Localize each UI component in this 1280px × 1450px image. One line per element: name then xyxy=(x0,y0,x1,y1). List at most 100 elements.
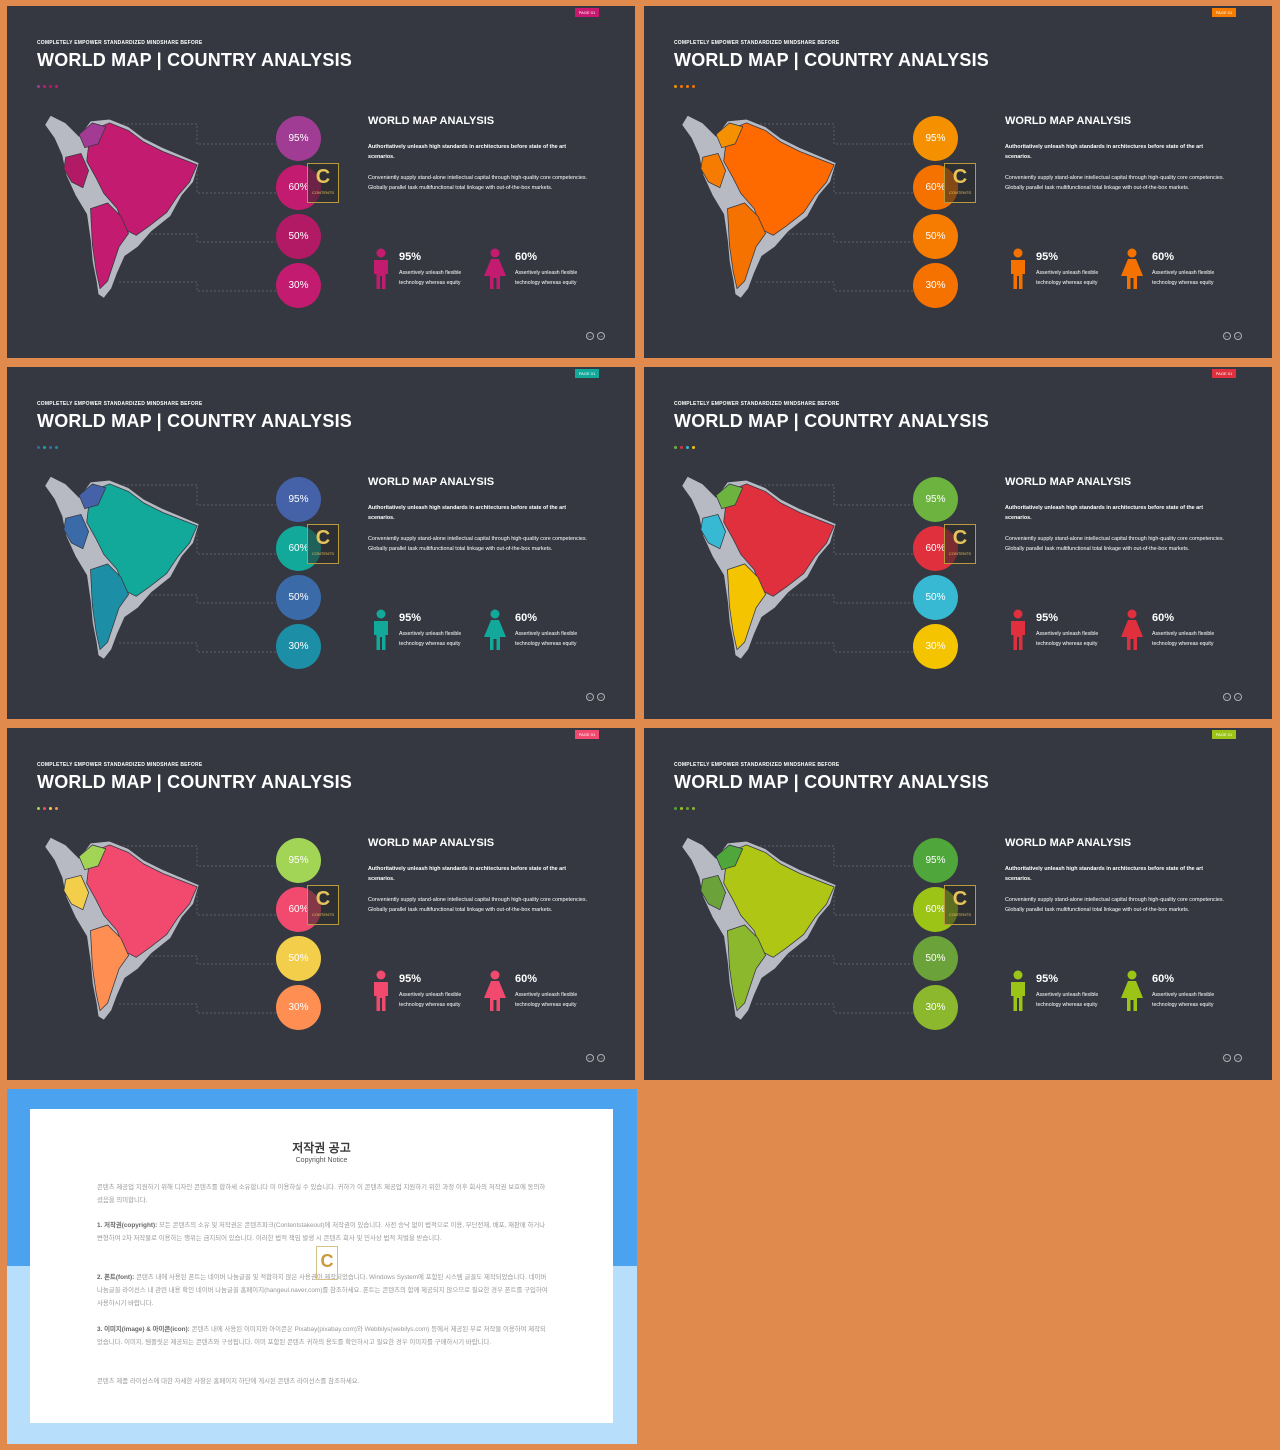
south-america-map xyxy=(44,836,200,1021)
south-america-map xyxy=(681,114,837,299)
decor-dot xyxy=(55,85,58,88)
next-arrow-icon[interactable]: → xyxy=(1234,332,1242,340)
notice-paragraph-head: 1. 저작권(copyright): xyxy=(97,1222,160,1229)
decor-dot xyxy=(686,446,689,449)
stat-percentage: 95% xyxy=(1036,251,1059,263)
map-region-west xyxy=(700,152,727,189)
connector-line xyxy=(107,845,276,867)
next-arrow-icon[interactable]: → xyxy=(597,332,605,340)
percentage-circle: 95% xyxy=(913,477,958,522)
decor-dot xyxy=(43,807,46,810)
connector-line xyxy=(115,594,276,604)
notice-title: 저작권 공고 xyxy=(292,1141,351,1155)
watermark-logo: C CONTENTS xyxy=(307,524,339,564)
decor-dot xyxy=(686,807,689,810)
percentage-circle: 95% xyxy=(913,116,958,161)
stat-percentage: 60% xyxy=(1152,973,1175,985)
percentage-circle: 50% xyxy=(276,575,321,620)
watermark-logo-text: CONTENTS xyxy=(949,551,971,556)
stat-description: Assertively unleash flexible technology … xyxy=(515,631,578,647)
next-arrow-icon[interactable]: → xyxy=(1234,1054,1242,1062)
connector-lines xyxy=(744,123,913,292)
slide-nav: ← → xyxy=(586,332,605,340)
percentage-circle: 50% xyxy=(913,575,958,620)
slide-nav: ← → xyxy=(1223,1054,1242,1062)
decor-dot xyxy=(680,446,683,449)
stat-description: Assertively unleash flexible technology … xyxy=(1152,992,1215,1008)
prev-arrow-icon[interactable]: ← xyxy=(586,693,594,701)
watermark-logo-text: CONTENTS xyxy=(312,190,334,195)
stat-description: Assertively unleash flexible technology … xyxy=(1152,270,1215,286)
map-region-south xyxy=(727,924,767,1012)
stat-description: Assertively unleash flexible technology … xyxy=(515,270,578,286)
percentage-circle: 95% xyxy=(913,838,958,883)
notice-paragraph-text: 콘텐츠 내에 사용된 이미지와 아이콘은 Pixabay(pixabay.com… xyxy=(97,1326,546,1346)
connector-lines xyxy=(107,123,276,292)
slide-nav: ← → xyxy=(1223,693,1242,701)
slide-title: WORLD MAP | COUNTRY ANALYSIS xyxy=(37,50,352,70)
watermark-logo-letter: C xyxy=(952,888,968,910)
prev-arrow-icon[interactable]: ← xyxy=(1223,1054,1231,1062)
section-bold-text: Authoritatively unleash high standards i… xyxy=(1005,144,1203,160)
map-region-south xyxy=(90,924,130,1012)
notice-paragraph-license: 콘텐츠 제품 라이선스에 대한 자세한 사항은 홈페이지 하단에 게시된 콘텐츠… xyxy=(97,1375,549,1388)
world-map-slide: PAGE 01 COMPLETELY EMPOWER STANDARDIZED … xyxy=(7,6,635,358)
copyright-notice-slide: 저작권 공고 Copyright Notice 콘텐츠 제공업 지원하기 위해 … xyxy=(7,1089,637,1444)
watermark-logo: C CONTENTS xyxy=(944,163,976,203)
connector-line xyxy=(744,123,913,145)
male-person-icon xyxy=(371,970,391,1012)
decor-dot xyxy=(680,85,683,88)
percentage-circle: 30% xyxy=(913,624,958,669)
map-region-main xyxy=(723,483,835,597)
decor-dot xyxy=(680,807,683,810)
percentage-circle: 50% xyxy=(913,936,958,981)
map-region-south xyxy=(727,563,767,651)
south-america-map xyxy=(44,475,200,660)
decor-dot xyxy=(674,807,677,810)
stat-description: Assertively unleash flexible technology … xyxy=(399,270,462,286)
stat-percentage: 60% xyxy=(1152,612,1175,624)
decor-dot xyxy=(674,85,677,88)
decor-dot xyxy=(49,446,52,449)
map-region-north xyxy=(78,122,107,149)
next-arrow-icon[interactable]: → xyxy=(597,693,605,701)
percentage-circle: 50% xyxy=(276,936,321,981)
map-region-west xyxy=(63,513,90,550)
stat-percentage: 95% xyxy=(399,251,422,263)
map-region-main xyxy=(86,122,198,236)
next-arrow-icon[interactable]: → xyxy=(597,1054,605,1062)
connector-line xyxy=(107,123,276,145)
decor-dot xyxy=(692,85,695,88)
percentage-circle: 30% xyxy=(276,263,321,308)
section-title: WORLD MAP ANALYSIS xyxy=(368,837,495,849)
percentage-circle: 30% xyxy=(913,985,958,1030)
decor-dot xyxy=(674,446,677,449)
map-region-north xyxy=(715,483,744,510)
map-region-south xyxy=(727,202,767,290)
section-body-text: Conveniently supply stand-alone intellec… xyxy=(368,536,588,552)
stat-description: Assertively unleash flexible technology … xyxy=(515,992,578,1008)
section-bold-text: Authoritatively unleash high standards i… xyxy=(368,144,566,160)
next-arrow-icon[interactable]: → xyxy=(1234,693,1242,701)
connector-line xyxy=(752,594,913,604)
connector-line xyxy=(115,955,276,965)
prev-arrow-icon[interactable]: ← xyxy=(586,1054,594,1062)
world-map-slide: PAGE 01 COMPLETELY EMPOWER STANDARDIZED … xyxy=(7,367,635,719)
world-map-slide: PAGE 01 COMPLETELY EMPOWER STANDARDIZED … xyxy=(644,6,1272,358)
south-america-map xyxy=(681,475,837,660)
map-region-west xyxy=(700,874,727,911)
prev-arrow-icon[interactable]: ← xyxy=(1223,332,1231,340)
percentage-circle: 30% xyxy=(913,263,958,308)
connector-line xyxy=(744,845,913,867)
prev-arrow-icon[interactable]: ← xyxy=(586,332,594,340)
stat-percentage: 60% xyxy=(1152,251,1175,263)
male-person-icon xyxy=(1008,609,1028,651)
notice-paragraph-text: 콘텐츠 제품 라이선스에 대한 자세한 사항은 홈페이지 하단에 게시된 콘텐츠… xyxy=(97,1378,360,1385)
connector-lines xyxy=(107,845,276,1014)
stat-description: Assertively unleash flexible technology … xyxy=(1152,631,1215,647)
prev-arrow-icon[interactable]: ← xyxy=(1223,693,1231,701)
stat-description: Assertively unleash flexible technology … xyxy=(399,631,462,647)
slide-title: WORLD MAP | COUNTRY ANALYSIS xyxy=(37,411,352,431)
section-title: WORLD MAP ANALYSIS xyxy=(1005,476,1132,488)
decor-dot xyxy=(55,446,58,449)
